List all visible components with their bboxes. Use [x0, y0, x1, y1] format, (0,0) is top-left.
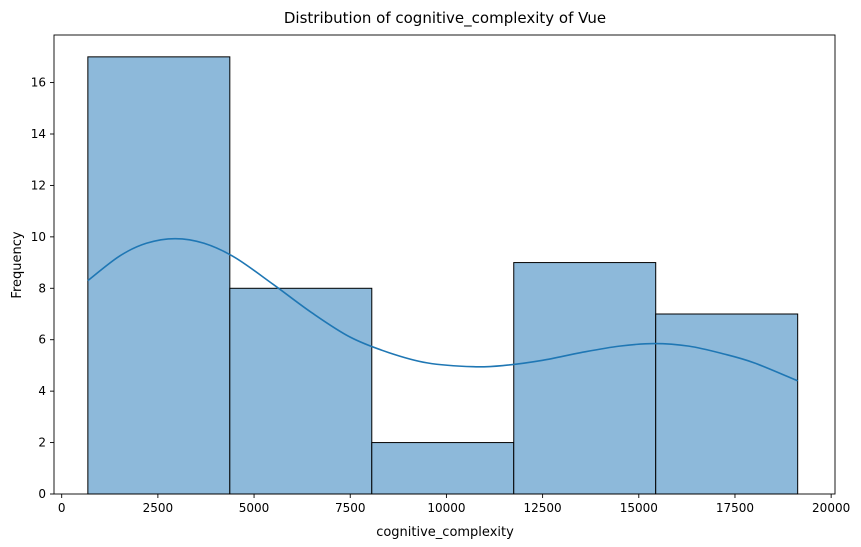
- y-tick-label-10: 10: [31, 230, 46, 244]
- histogram-bar-1: [87, 56, 231, 495]
- y-tick-label-2: 2: [38, 436, 46, 450]
- x-tick-label-5000: 5000: [239, 501, 270, 515]
- plot-frame: [53, 34, 836, 495]
- x-tick-label-7500: 7500: [335, 501, 366, 515]
- kde-curve: [87, 237, 798, 382]
- histogram-bar-2: [229, 287, 373, 495]
- y-tick-label-14: 14: [31, 127, 46, 141]
- x-tick-label-17500: 17500: [716, 501, 754, 515]
- x-tick-label-10000: 10000: [427, 501, 465, 515]
- y-tick-label-16: 16: [31, 76, 46, 90]
- chart-title: Distribution of cognitive_complexity of …: [284, 9, 606, 28]
- y-tick-label-0: 0: [38, 487, 46, 501]
- histogram-bar-3: [371, 442, 515, 495]
- x-tick-label-20000: 20000: [812, 501, 850, 515]
- x-tick-label-2500: 2500: [143, 501, 174, 515]
- histogram-bar-5: [655, 313, 799, 495]
- x-tick-label-15000: 15000: [620, 501, 658, 515]
- y-tick-label-4: 4: [38, 384, 46, 398]
- x-tick-label-12500: 12500: [524, 501, 562, 515]
- x-axis-label: cognitive_complexity: [376, 525, 514, 540]
- y-tick-label-6: 6: [38, 333, 46, 347]
- histogram-bar-4: [513, 262, 657, 495]
- x-tick-label-0: 0: [58, 501, 66, 515]
- y-axis-label: Frequency: [10, 231, 25, 298]
- y-tick-label-8: 8: [38, 281, 46, 295]
- y-tick-label-12: 12: [31, 178, 46, 192]
- plot-area: 0 2500 5000 7500 10000 12500 15000 17500 20000 0 2…: [31, 34, 850, 515]
